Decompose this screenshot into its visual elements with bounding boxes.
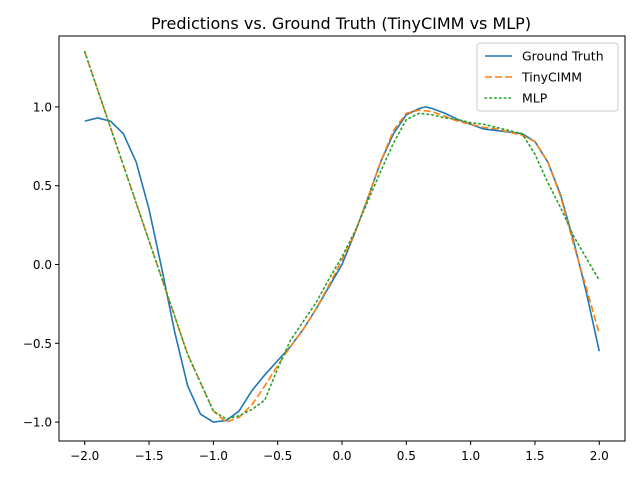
series-line-ground-truth — [84, 106, 601, 423]
legend: Ground Truth TinyCIMM MLP — [476, 42, 619, 112]
x-tick-label: 1.5 — [525, 449, 544, 463]
series-line-mlp — [83, 50, 601, 420]
x-tick-label: −0.5 — [263, 449, 292, 463]
x-tick-label: −2.0 — [70, 449, 99, 463]
plot-area — [83, 50, 601, 423]
x-tick-label: 0.0 — [332, 449, 351, 463]
legend-box — [476, 42, 619, 112]
x-tick-label: 0.5 — [397, 449, 416, 463]
x-tick-label: −1.0 — [199, 449, 228, 463]
legend-label: TinyCIMM — [521, 70, 582, 85]
y-tick-label: 0.5 — [33, 179, 52, 193]
y-tick-label: −1.0 — [23, 416, 52, 430]
y-tick-label: 1.0 — [33, 100, 52, 114]
x-tick-label: 1.0 — [461, 449, 480, 463]
y-tick-label: 0.0 — [33, 258, 52, 272]
y-tick-label: −0.5 — [23, 337, 52, 351]
axis-ticks: −2.0 −1.5 −1.0 −0.5 0.0 0.5 1.0 1.5 2.0 −1.0 −0.5 0… — [23, 100, 609, 463]
chart-title: Predictions vs. Ground Truth (TinyCIMM v… — [151, 14, 531, 33]
x-tick-label: 2.0 — [590, 449, 609, 463]
legend-label: MLP — [522, 91, 548, 106]
x-tick-label: −1.5 — [134, 449, 163, 463]
legend-label: Ground Truth — [522, 49, 604, 64]
